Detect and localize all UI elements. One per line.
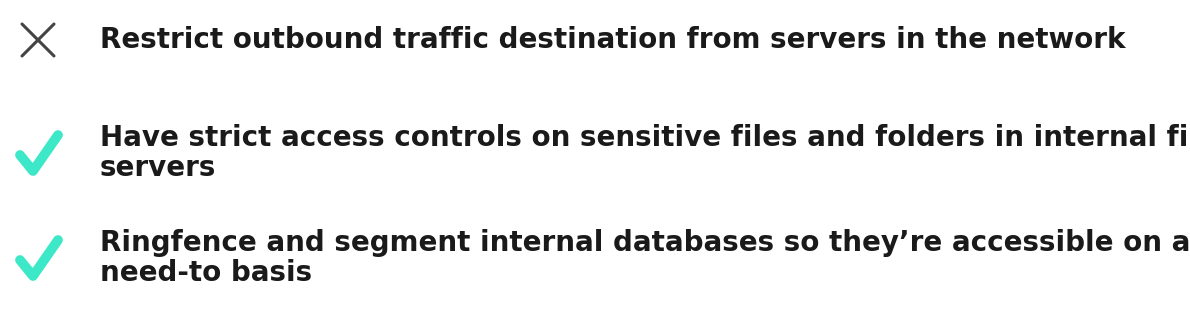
- Text: Have strict access controls on sensitive files and folders in internal file: Have strict access controls on sensitive…: [100, 124, 1190, 152]
- Text: servers: servers: [100, 154, 217, 182]
- Text: Restrict outbound traffic destination from servers in the network: Restrict outbound traffic destination fr…: [100, 26, 1126, 54]
- Text: Ringfence and segment internal databases so they’re accessible on a: Ringfence and segment internal databases…: [100, 229, 1190, 257]
- Text: need-to basis: need-to basis: [100, 259, 312, 287]
